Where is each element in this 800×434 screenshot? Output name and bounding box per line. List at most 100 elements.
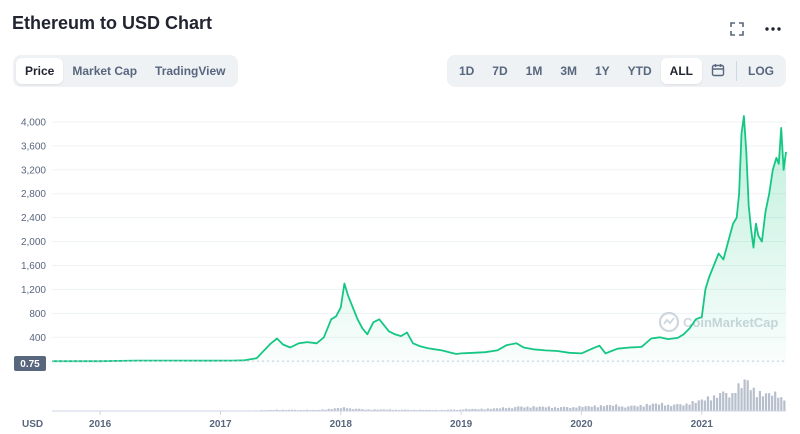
volume-bar (523, 407, 526, 411)
volume-bar (596, 407, 599, 411)
volume-bar (364, 409, 367, 411)
log-toggle[interactable]: LOG (748, 64, 774, 78)
volume-bar (498, 408, 502, 411)
volume-bar (630, 405, 633, 411)
tab-tradingview[interactable]: TradingView (155, 64, 226, 78)
volume-bar (495, 408, 498, 411)
y-tick-label: 2,400 (21, 213, 46, 224)
volume-bar (676, 404, 679, 411)
volume-bar (777, 397, 780, 411)
volume-bar (645, 403, 648, 411)
volume-bar (352, 409, 355, 411)
volume-bar (706, 396, 710, 411)
calendar-icon (711, 63, 725, 80)
volume-bar (700, 399, 703, 411)
y-tick-label: 2,800 (21, 189, 46, 200)
volume-bar (615, 404, 618, 411)
volume-bar (566, 407, 569, 411)
volume-bar (400, 409, 404, 411)
y-tick-label: 3,200 (21, 165, 46, 176)
volume-bar (462, 409, 465, 411)
range-7d[interactable]: 7D (492, 64, 508, 78)
volume-bar (694, 402, 697, 411)
x-tick-label: 2019 (450, 419, 473, 430)
range-tabs: 1D 7D 1M 3M 1Y YTD ALL LOG (446, 55, 786, 87)
volume-bar (459, 409, 462, 411)
volume-bar (477, 409, 480, 411)
range-1d[interactable]: 1D (458, 64, 475, 78)
volume-bar (648, 405, 651, 411)
volume-bar (358, 408, 361, 411)
range-1y[interactable]: 1Y (594, 64, 610, 78)
volume-bar (336, 408, 339, 411)
volume-bar (651, 403, 654, 411)
volume-bar (556, 408, 560, 411)
volume-bar (538, 406, 541, 411)
volume-bar (737, 383, 740, 411)
volume-bar (624, 407, 627, 411)
volume-bar (752, 387, 755, 411)
y-tick-label: 800 (29, 309, 46, 320)
volume-bar (746, 380, 749, 411)
volume-bar (544, 407, 547, 411)
volume-bar (382, 409, 385, 411)
range-3m[interactable]: 3M (560, 64, 577, 78)
volume-bar (434, 409, 437, 411)
volume-bar (731, 393, 734, 411)
volume-bar (728, 397, 731, 411)
more-icon[interactable] (764, 20, 782, 38)
volume-bar (468, 409, 471, 411)
chart-title: Ethereum to USD Chart (12, 13, 213, 33)
volume-bar (471, 408, 474, 411)
volume-bar (275, 409, 278, 411)
range-all[interactable]: ALL (660, 58, 702, 84)
volume-bar (563, 406, 566, 411)
volume-bar (339, 408, 343, 411)
volume-bar (621, 406, 624, 411)
volume-bar (679, 404, 682, 411)
volume-bar (771, 395, 774, 411)
tab-price[interactable]: Price (16, 58, 64, 84)
volume-bar (618, 406, 621, 411)
volume-bar (605, 405, 609, 411)
y-tick-label: 2,000 (21, 237, 46, 248)
fullscreen-icon[interactable] (728, 20, 746, 38)
volume-bar (535, 407, 538, 411)
volume-bar (602, 406, 606, 411)
start-price-badge: 0.75 (14, 356, 46, 371)
volume-bar (673, 404, 676, 411)
volume-bar (749, 390, 752, 411)
volume-bar (333, 408, 336, 411)
volume-bar (290, 409, 294, 411)
volume-bar (660, 402, 664, 411)
volume-bar (394, 409, 398, 411)
x-tick-label: 2016 (89, 419, 112, 430)
volume-bar (324, 409, 327, 411)
volume-bar (715, 397, 719, 411)
volume-bar (550, 407, 554, 411)
calendar-button[interactable] (702, 58, 734, 84)
volume-bar (590, 406, 593, 411)
volume-bar (553, 407, 557, 411)
volume-bar (306, 409, 309, 411)
volume-bar (608, 404, 612, 411)
tab-market-cap[interactable]: Market Cap (72, 64, 138, 78)
x-tick-label: 2021 (691, 419, 714, 430)
volume-bar (584, 406, 587, 411)
volume-bar (654, 403, 658, 411)
volume-bar (755, 397, 758, 411)
volume-bar (719, 393, 722, 411)
volume-bar (599, 405, 602, 411)
volume-bar (667, 404, 670, 411)
range-1m[interactable]: 1M (525, 64, 543, 78)
volume-bar (587, 406, 590, 411)
volume-bar (569, 408, 572, 411)
range-ytd[interactable]: YTD (627, 64, 652, 78)
volume-bar (774, 391, 777, 411)
volume-bar (404, 409, 407, 411)
volume-bar (327, 408, 330, 411)
volume-bar (688, 404, 691, 411)
volume-bar (511, 408, 514, 411)
volume-bar (636, 406, 639, 411)
volume-bar (572, 407, 575, 411)
